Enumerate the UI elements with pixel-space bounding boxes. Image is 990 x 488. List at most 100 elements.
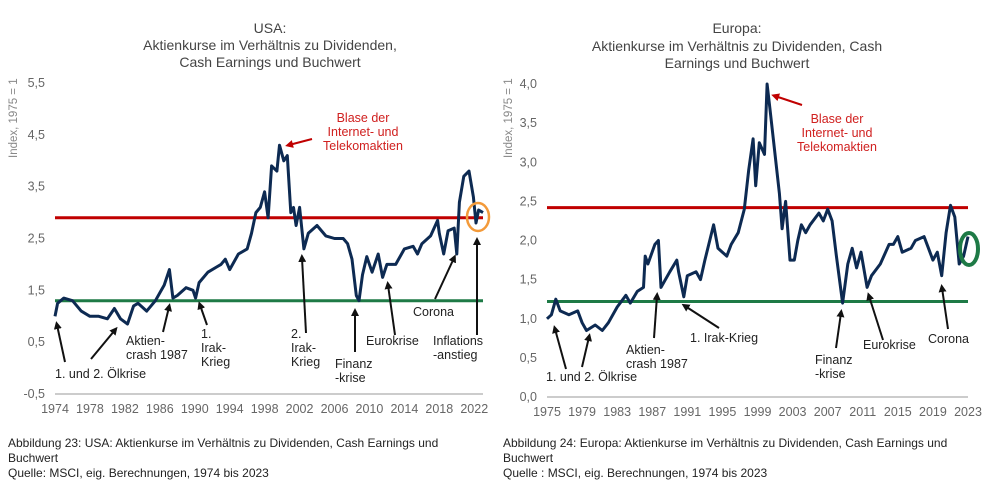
y-tick-label: 5,5 [28, 76, 45, 90]
y-tick-label: 4,0 [520, 77, 537, 91]
annotation-iraq1: Irak- [201, 341, 226, 355]
x-ticks: 1975 1979 1983 1987 1991 1995 1999 2003 2007 2011… [533, 405, 982, 419]
annotation-inflation: Inflations [433, 334, 483, 348]
annotation-bubble: Internet- und [802, 126, 873, 140]
x-tick-label: 1999 [744, 405, 772, 419]
y-tick-label: 1,0 [520, 312, 537, 326]
y-tick-label: 0,0 [520, 390, 537, 404]
x-tick-label: 1994 [216, 402, 244, 416]
arrow-euro [866, 292, 884, 341]
x-tick-label: 1979 [568, 405, 596, 419]
x-tick-label: 1986 [146, 402, 174, 416]
y-tick-label: 0,5 [28, 335, 45, 349]
x-tick-label: 2014 [390, 402, 418, 416]
arrow-finance [835, 309, 845, 349]
chart-title: Cash Earnings und Buchwert [179, 54, 360, 70]
annotation-iraq1: 1. Irak-Krieg [690, 331, 758, 345]
annotation-crash: Aktien- [626, 343, 665, 357]
annotation-bubble: Telekomaktien [323, 139, 403, 153]
caption: Abbildung 23: USA: Aktienkurse im Verhäl… [8, 436, 438, 450]
source: Quelle : MSCI, eig. Berechnungen, 1974 b… [503, 466, 767, 480]
chart-title: Europa: [712, 20, 761, 36]
y-tick-label: 2,0 [520, 234, 537, 248]
y-tick-label: 2,5 [520, 194, 537, 208]
annotation-oil: 1. und 2. Ölkrise [546, 370, 637, 384]
x-tick-label: 1991 [673, 405, 701, 419]
y-ticks: 0,0 0,5 1,0 1,5 2,0 2,5 3,0 3,5 4,0 [520, 77, 537, 404]
x-tick-label: 1987 [638, 405, 666, 419]
x-tick-label: 2019 [919, 405, 947, 419]
y-axis-label: Index, 1975 = 1 [503, 78, 515, 158]
y-tick-label: -0,5 [23, 387, 45, 401]
series-line-usa [53, 143, 484, 326]
x-tick-label: 2018 [425, 402, 453, 416]
annotation-corona: Corona [413, 305, 454, 319]
annotation-finance: -krise [335, 371, 366, 385]
arrow-bubble [771, 93, 803, 106]
annotation-corona: Corona [928, 332, 969, 346]
x-tick-label: 1995 [709, 405, 737, 419]
x-tick-label: 2015 [884, 405, 912, 419]
arrow-corona [434, 254, 456, 300]
annotation-inflation: -anstieg [433, 348, 478, 362]
x-tick-label: 2011 [849, 405, 876, 419]
y-tick-label: 3,5 [520, 116, 537, 130]
x-tick-label: 2006 [321, 402, 349, 416]
annotation-bubble: Internet- und [328, 125, 399, 139]
chart-title: Aktienkurse im Verhältnis zu Dividenden,… [592, 38, 882, 54]
series-line-europa [545, 82, 970, 332]
x-tick-label: 2003 [779, 405, 807, 419]
annotations [552, 93, 949, 370]
x-tick-label: 1998 [251, 402, 279, 416]
reference-lines [55, 216, 483, 303]
x-tick-label: 2022 [460, 402, 488, 416]
caption: Buchwert [8, 451, 59, 465]
arrow-iraq1 [681, 303, 720, 329]
annotation-finance: Finanz [335, 357, 373, 371]
x-tick-label: 2002 [286, 402, 314, 416]
x-tick-label: 1990 [181, 402, 209, 416]
annotation-iraq1: Krieg [201, 355, 230, 369]
reference-lines [547, 206, 968, 304]
arrow-bubble [285, 138, 313, 148]
annotation-finance: -krise [815, 367, 846, 381]
arrow-crash [652, 292, 661, 339]
arrow-iraq1 [197, 301, 208, 326]
x-tick-label: 2023 [954, 405, 982, 419]
x-tick-label: 2007 [814, 405, 842, 419]
arrow-iraq2 [298, 254, 307, 334]
y-tick-label: 2,5 [28, 232, 45, 246]
arrow-corona [938, 284, 949, 330]
chart-title: Aktienkurse im Verhältnis zu Dividenden, [143, 37, 397, 53]
annotation-iraq2: Irak- [291, 341, 316, 355]
y-tick-label: 0,5 [520, 351, 537, 365]
chart-europa: Europa: Aktienkurse im Verhältnis zu Div… [503, 20, 982, 480]
y-tick-label: 3,0 [520, 155, 537, 169]
x-tick-label: 1983 [603, 405, 631, 419]
x-tick-label: 1974 [41, 402, 69, 416]
arrow-oil-2 [581, 333, 592, 368]
chart-usa: USA: Aktienkurse im Verhältnis zu Divide… [8, 20, 491, 480]
annotation-iraq2: 2. [291, 327, 301, 341]
annotation-euro: Eurokrise [863, 338, 916, 352]
y-tick-label: 1,5 [28, 283, 45, 297]
annotation-iraq1: 1. [201, 327, 211, 341]
y-axis-label: Index, 1975 = 1 [8, 78, 20, 158]
annotation-bubble: Blase der [811, 112, 864, 126]
caption: Abbildung 24: Europa: Aktienkurse im Ver… [503, 436, 947, 450]
annotation-iraq2: Krieg [291, 355, 320, 369]
annotation-euro: Eurokrise [366, 334, 419, 348]
arrow-oil-1 [53, 321, 66, 363]
arrow-oil-1 [552, 325, 567, 370]
annotation-crash: Aktien- [126, 334, 165, 348]
chart-title: USA: [254, 20, 287, 36]
annotation-crash: crash 1987 [126, 348, 188, 362]
annotations [53, 138, 481, 363]
annotation-bubble: Blase der [337, 111, 390, 125]
annotation-finance: Finanz [815, 353, 853, 367]
y-tick-label: 3,5 [28, 180, 45, 194]
x-tick-label: 1975 [533, 405, 561, 419]
arrow-euro [384, 281, 396, 336]
caption: Buchwert [503, 451, 554, 465]
